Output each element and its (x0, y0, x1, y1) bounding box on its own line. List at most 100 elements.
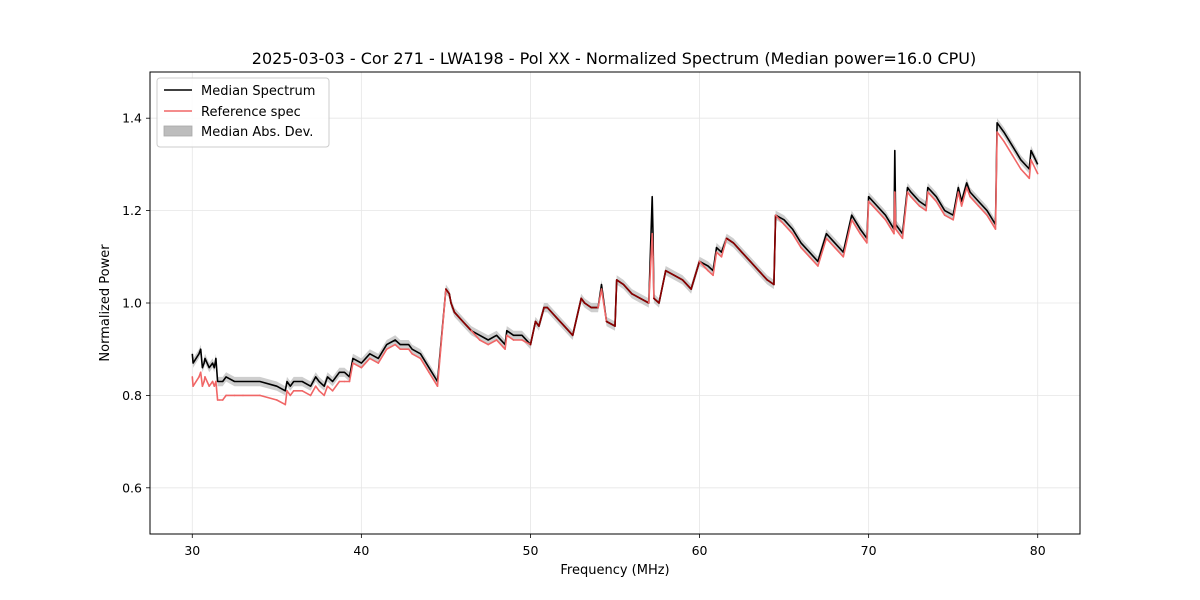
reference-spectrum-segment (652, 255, 655, 300)
reference-spectrum-segment (215, 380, 219, 401)
x-tick-label: 60 (692, 543, 708, 558)
reference-spectrum-segment (318, 389, 326, 397)
y-axis-label: Normalized Power (98, 244, 113, 362)
reference-spectrum-segment (749, 260, 760, 272)
reference-spectrum-segment (521, 339, 532, 346)
data-layer (191, 118, 1039, 406)
reference-spectrum-segment (407, 348, 413, 355)
legend-median-label: Median Spectrum (201, 84, 315, 99)
reference-spectrum-segment (538, 306, 545, 327)
reference-spectrum-segment (842, 219, 853, 258)
reference-spectrum-segment (597, 288, 603, 309)
reference-spectrum-segment (876, 209, 887, 221)
reference-spectrum-segment (690, 260, 701, 290)
reference-spectrum-segment (732, 242, 743, 253)
reference-spectrum-segment (960, 186, 968, 207)
reference-spectrum-segment (935, 200, 946, 216)
reference-spectrum-segment (259, 394, 278, 401)
reference-spectrum-segment (884, 219, 895, 235)
reference-spectrum-segment (969, 195, 980, 207)
reference-spectrum-segment (808, 255, 819, 267)
reference-spectrum-segment (681, 279, 692, 290)
legend: Median Spectrum Reference spec Median Ab… (156, 77, 330, 148)
x-axis-label: Frequency (MHz) (560, 563, 669, 578)
reference-spectrum-segment (204, 376, 210, 388)
reference-spectrum-segment (221, 394, 227, 401)
reference-spectrum-segment (622, 283, 633, 295)
reference-spectrum-segment (1019, 168, 1031, 180)
reference-spectrum-segment (910, 195, 921, 207)
reference-spectrum-segment (715, 251, 723, 258)
y-tick-label: 0.8 (122, 388, 142, 403)
reference-spectrum-segment (529, 320, 537, 346)
reference-spectrum-segment (664, 269, 676, 277)
reference-spectrum-segment (583, 302, 593, 309)
reference-spectrum-segment (191, 376, 194, 388)
reference-spectrum-segment (996, 131, 1005, 143)
reference-spectrum-segment (495, 339, 506, 351)
reference-spectrum-segment (326, 385, 334, 392)
reference-spectrum-segment (284, 389, 288, 406)
grid-lines (150, 72, 1080, 534)
reference-spectrum-segment (554, 316, 566, 327)
x-tick-label: 40 (353, 543, 369, 558)
reference-spectrum-segment (546, 306, 557, 318)
legend-reference-label: Reference spec (201, 105, 301, 120)
reference-spectrum-segment (487, 339, 498, 346)
reference-spectrum-segment (450, 302, 456, 314)
reference-spectrum-segment (825, 237, 836, 249)
reference-spectrum-segment (817, 237, 828, 267)
reference-spectrum-segment (436, 288, 447, 388)
y-tick-label: 1.4 (122, 111, 142, 126)
reference-spectrum-segment (925, 191, 929, 212)
axis-ticks: 30 40 50 60 70 80 0.6 0.8 1.0 1.2 1.4 (122, 111, 1046, 558)
reference-spectrum-segment (707, 269, 714, 277)
reference-spectrum-segment (791, 232, 802, 249)
reference-spectrum-segment (571, 297, 583, 337)
reference-spectrum-segment (774, 214, 785, 226)
reference-spectrum-segment (614, 279, 618, 327)
reference-spectrum-segment (419, 357, 430, 374)
reference-spectrum-segment (428, 371, 439, 388)
reference-spectrum-segment (783, 223, 794, 235)
reference-spectrum-segment (478, 339, 490, 346)
reference-spectrum-segment (309, 385, 317, 397)
reference-spectrum-segment (926, 191, 938, 203)
reference-spectrum-segment (653, 297, 660, 304)
reference-spectrum-segment (352, 362, 363, 369)
reference-spectrum-segment (289, 389, 295, 397)
reference-spectrum-segment (331, 380, 341, 392)
reference-spectrum-segment (725, 237, 735, 244)
reference-spectrum-segment (673, 274, 684, 281)
x-tick-label: 30 (184, 543, 200, 558)
x-tick-label: 80 (1030, 543, 1046, 558)
reference-spectrum-segment (994, 131, 998, 230)
reference-spectrum-segment (580, 297, 586, 304)
reference-spectrum-segment (600, 288, 608, 323)
reference-spectrum-segment (348, 362, 354, 383)
reference-spectrum-segment (453, 311, 464, 323)
reference-spectrum-segment (563, 325, 574, 337)
y-tick-label: 0.6 (122, 480, 142, 495)
reference-spectrum-segment (461, 320, 473, 332)
reference-spectrum-segment (639, 297, 650, 304)
reference-spectrum-segment (651, 232, 654, 258)
reference-spectrum-segment (192, 376, 200, 388)
reference-spectrum-segment (201, 380, 205, 388)
reference-spectrum-segment (867, 200, 878, 212)
reference-spectrum-segment (631, 292, 642, 300)
reference-spectrum-segment (1028, 159, 1032, 180)
reference-spectrum-segment (866, 200, 870, 244)
legend-mad-label: Median Abs. Dev. (201, 125, 313, 140)
legend-mad-swatch (163, 125, 193, 137)
reference-spectrum-segment (906, 191, 912, 198)
reference-spectrum-segment (199, 371, 204, 388)
y-tick-label: 1.2 (122, 203, 142, 218)
reference-spectrum-segment (360, 357, 371, 369)
reference-spectrum-segment (965, 186, 971, 198)
reference-spectrum-segment (859, 232, 868, 244)
reference-spectrum-segment (1003, 140, 1014, 156)
reference-spectrum-segment (470, 329, 481, 341)
reference-spectrum-segment (766, 279, 775, 286)
